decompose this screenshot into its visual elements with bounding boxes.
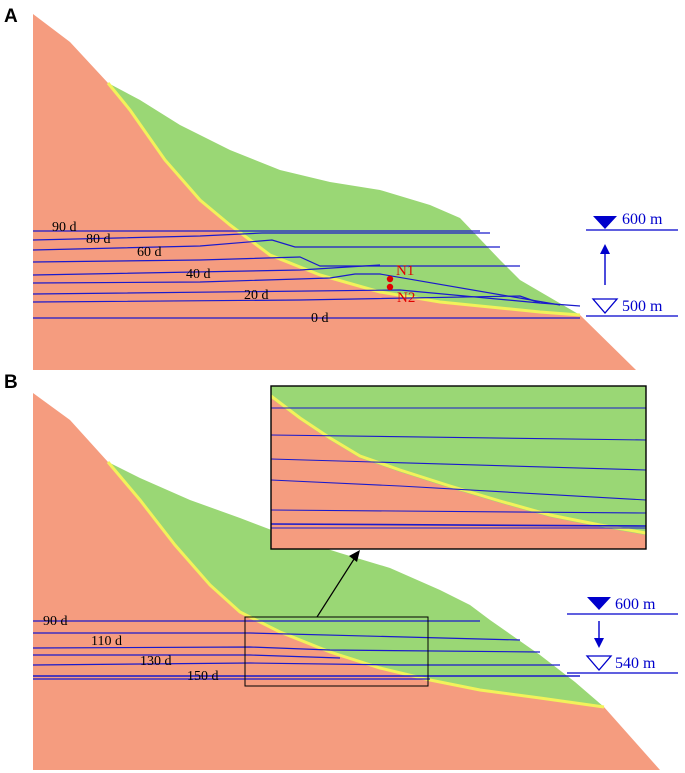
panel-a-slip-zone — [106, 82, 581, 317]
panel-b-level-bottom-label: 540 m — [615, 655, 656, 672]
panel-a-day-label-90: 90 d — [52, 220, 77, 235]
panel-b-zoom-arrow — [316, 555, 357, 618]
panel-b-day-label-110: 110 d — [91, 634, 122, 649]
panel-b-zoom-inset — [270, 385, 647, 550]
panel-b-inner-line — [33, 654, 341, 659]
panel-a-inner-line-1 — [32, 264, 381, 276]
panel-b-inset-seepage-lines — [271, 407, 646, 529]
panel-a-node-label-n2: N2 — [397, 290, 415, 306]
panel-a-inner-line-2 — [32, 289, 541, 304]
panel-a-level-bottom-label: 500 m — [622, 298, 663, 315]
panel-b-level-bottom-marker — [585, 655, 613, 671]
panel-a-day-label-80: 80 d — [86, 232, 111, 247]
panel-a-phreatic-line-40d — [32, 256, 520, 267]
panel-a-water-level-indicator: 600 m 500 m — [586, 211, 678, 317]
panel-b-slip-zone — [106, 461, 605, 709]
panel-b-landslide-mass — [108, 462, 604, 707]
panel-b-seepage-lines — [32, 620, 580, 680]
panel-a-level-bottom-marker — [591, 298, 619, 314]
panel-a-phreatic-line-20d — [32, 273, 561, 306]
panel-b-day-label-130: 130 d — [140, 654, 172, 669]
panel-b-water-level-indicator: 600 m 540 m — [567, 596, 678, 674]
panel-a-day-label-0: 0 d — [311, 311, 329, 326]
panel-a-landslide-mass — [108, 83, 580, 315]
panel-a-node-n2 — [386, 283, 394, 291]
panel-a-phreatic-line-60d — [32, 239, 500, 251]
panel-a: A 90 d 80 d 60 d 40 d 20 d 0 d N1 N2 — [4, 6, 678, 370]
panel-a-phreatic-line-80d — [32, 232, 490, 241]
panel-a-day-label-20: 20 d — [244, 288, 269, 303]
panel-b-phreatic-line-150d — [32, 662, 560, 666]
panel-a-level-top-label: 600 m — [622, 211, 663, 228]
panel-a-node-n1 — [386, 275, 394, 283]
panel-a-day-label-40: 40 d — [186, 267, 211, 282]
panel-a-node-label-n1: N1 — [396, 263, 414, 279]
panel-a-bedrock — [33, 14, 636, 370]
panel-b-level-top-label: 600 m — [615, 596, 656, 613]
panel-b-day-label-90: 90 d — [43, 614, 68, 629]
panel-b-phreatic-line-130d — [32, 646, 541, 653]
panel-a-phreatic-line-0d — [32, 295, 581, 307]
panel-b-phreatic-line-110d — [33, 632, 521, 641]
panel-a-day-label-60: 60 d — [137, 245, 162, 260]
panel-b-letter: B — [4, 372, 18, 393]
panel-a-seepage-lines — [32, 230, 581, 319]
panel-b-inset-slip-zone — [271, 394, 646, 535]
panel-a-letter: A — [4, 6, 18, 27]
panel-b-level-top-marker — [587, 597, 611, 610]
panel-b-day-label-150: 150 d — [187, 669, 219, 684]
panel-b-zoom-source-box — [244, 616, 429, 687]
panel-b: B 90 d 110 d 130 d 150 d — [4, 372, 678, 770]
panel-a-level-top-marker — [593, 216, 617, 229]
